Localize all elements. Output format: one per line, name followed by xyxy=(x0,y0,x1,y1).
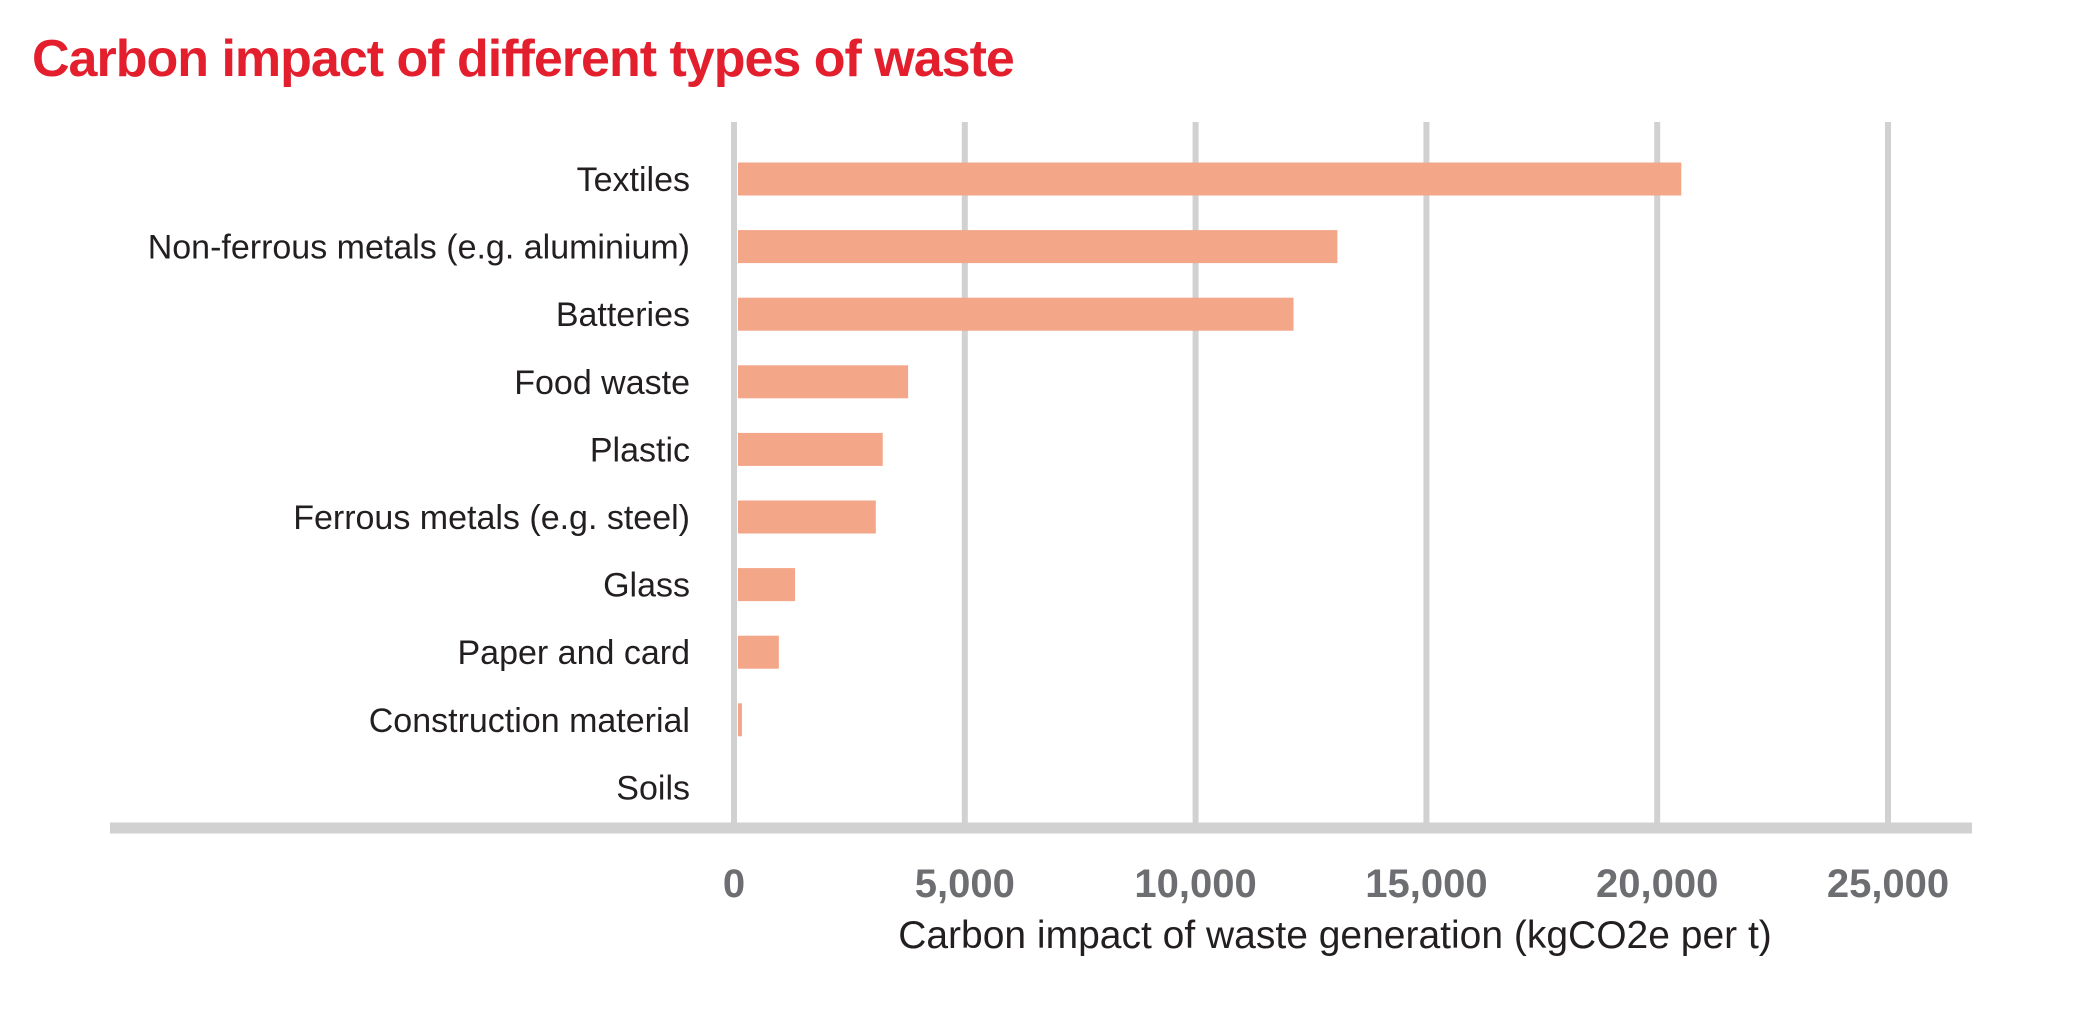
category-label: Batteries xyxy=(556,296,690,334)
bar xyxy=(738,635,779,669)
x-axis-title: Carbon impact of waste generation (kgCO2… xyxy=(898,914,1772,957)
category-label: Glass xyxy=(603,567,690,605)
bar xyxy=(738,365,909,399)
x-tick-label: 15,000 xyxy=(1365,862,1487,906)
category-label: Soils xyxy=(616,769,690,807)
bar xyxy=(738,297,1294,331)
category-label: Construction material xyxy=(369,702,690,740)
bar xyxy=(738,568,796,602)
x-tick-label: 10,000 xyxy=(1134,862,1256,906)
x-tick-label: 25,000 xyxy=(1827,862,1949,906)
bar xyxy=(738,500,876,534)
bar xyxy=(738,432,883,466)
bars xyxy=(738,162,1682,737)
x-axis: 0 5,000 10,000 15,000 20,000 25,000 xyxy=(110,822,1972,906)
bar xyxy=(738,230,1338,264)
gridlines xyxy=(731,122,1891,828)
category-label: Food waste xyxy=(514,364,690,402)
bar xyxy=(738,162,1682,196)
category-label: Ferrous metals (e.g. steel) xyxy=(293,499,690,537)
bar xyxy=(738,703,742,737)
x-tick-label: 0 xyxy=(723,862,745,906)
x-tick-label: 5,000 xyxy=(915,862,1015,906)
chart-title: Carbon impact of different types of wast… xyxy=(32,30,1015,88)
category-label: Textiles xyxy=(577,161,690,199)
category-label: Non-ferrous metals (e.g. aluminium) xyxy=(148,229,690,267)
category-labels: Textiles Non-ferrous metals (e.g. alumini… xyxy=(148,161,690,807)
x-tick-label: 20,000 xyxy=(1596,862,1718,906)
category-label: Paper and card xyxy=(458,634,691,672)
category-label: Plastic xyxy=(590,431,690,469)
